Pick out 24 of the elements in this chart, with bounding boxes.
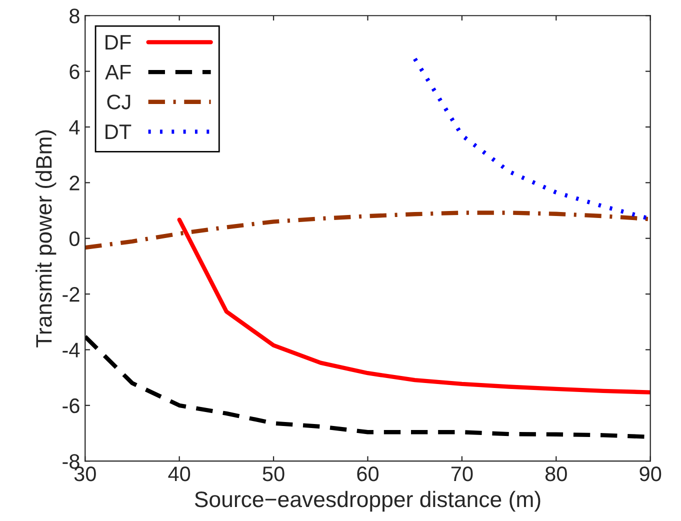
legend-label: DF <box>106 35 131 50</box>
y-tick-label: 0 <box>69 231 80 246</box>
x-tick-label: 50 <box>262 466 284 482</box>
x-tick-label: 70 <box>451 466 473 482</box>
y-tick-label: 2 <box>70 176 80 190</box>
y-tick-label: -8 <box>62 454 80 469</box>
legend-label: AF <box>105 64 131 80</box>
line-series <box>85 210 650 250</box>
y-tick-label: -2 <box>62 287 80 302</box>
legend-label: CJ <box>107 94 130 110</box>
y-axis-title: Transmit power (dBm) <box>35 130 56 348</box>
x-tick-label: 40 <box>168 466 190 482</box>
x-tick-label: 60 <box>357 466 379 482</box>
y-tick-label: 8 <box>70 8 80 24</box>
y-tick-label: -6 <box>62 398 80 414</box>
legend-label: DT <box>106 124 132 139</box>
y-tick-label: 6 <box>70 64 80 80</box>
x-tick-label: 80 <box>545 466 567 482</box>
y-tick-label: -4 <box>62 342 80 358</box>
x-axis-title: Source−eavesdropper distance (m) <box>194 490 540 512</box>
x-tick-label: 30 <box>74 466 96 482</box>
x-tick-label: 90 <box>640 466 662 482</box>
y-tick-label: 4 <box>69 120 80 135</box>
line-series <box>177 218 650 394</box>
